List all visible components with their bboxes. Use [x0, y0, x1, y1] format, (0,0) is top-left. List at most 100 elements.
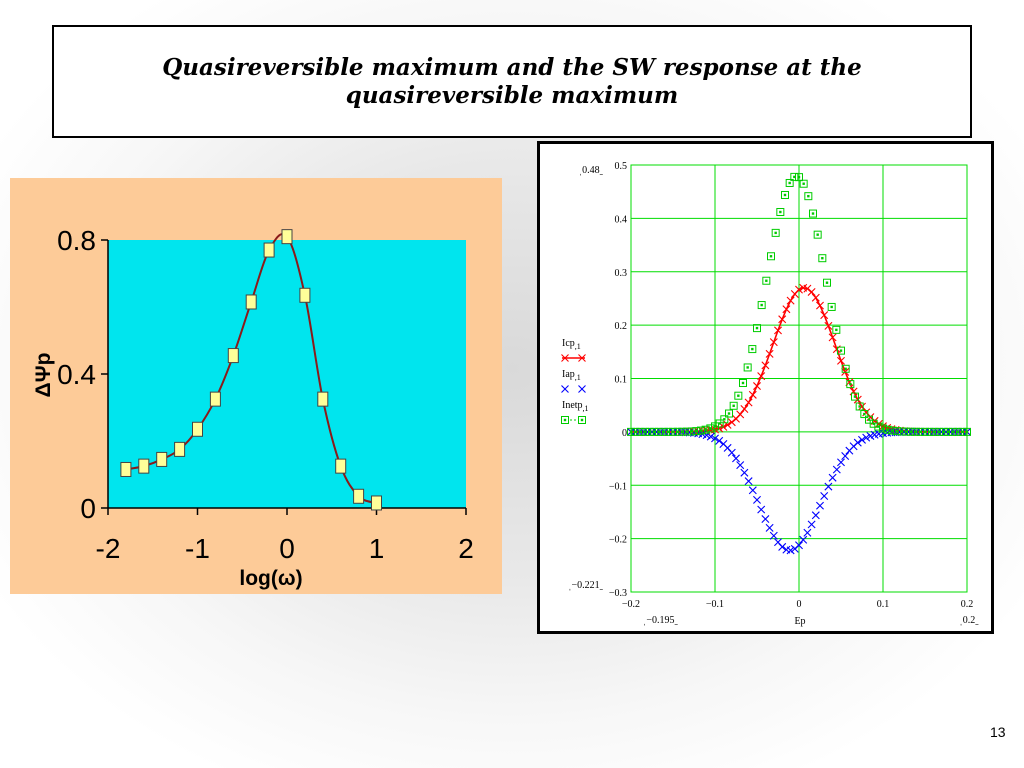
square-marker-inner: [634, 430, 637, 434]
square-marker-inner: [643, 430, 647, 434]
series-inetp1-point: [827, 302, 836, 311]
left-data-marker: [353, 488, 365, 504]
square-marker-outer: [837, 346, 845, 355]
left-data-marker: [317, 391, 329, 407]
x-marker-stroke: [874, 419, 883, 428]
square-marker-inner: [727, 412, 731, 415]
series-inetp1-point: [715, 419, 724, 428]
x-marker-stroke: [811, 293, 820, 302]
slide-title-line-1: Quasireversible maximum and the SW respo…: [162, 53, 862, 81]
series-icp1-point: [811, 293, 820, 302]
series-iap1-point: [736, 461, 745, 470]
series-icp1-point: [744, 398, 753, 407]
series-icp1-point: [803, 284, 812, 293]
square-marker-inner: [947, 430, 950, 434]
series-iap1-point: [841, 452, 850, 461]
left-x-tick-label: -2: [96, 533, 121, 564]
series-iap1-point: [820, 492, 829, 500]
x-marker-stroke: [761, 361, 770, 370]
series-iap1-point: [744, 477, 753, 486]
square-marker-inner: [849, 382, 852, 386]
square-marker-inner: [951, 430, 955, 434]
x-marker-stroke: [744, 477, 753, 486]
square-marker-outer: [776, 208, 785, 217]
right-chart: −0.2 −0.1 0 0.1 0.20.50.40.30.20.10−0.1−0.2−…: [561, 161, 979, 627]
series-iap1-point: [811, 511, 820, 520]
left-y-tick-label: 0.8: [57, 225, 96, 256]
series-inetp1-point: [879, 424, 887, 433]
x-marker-stroke: [807, 520, 816, 529]
square-marker-outer: [701, 425, 710, 434]
square-marker-outer: [818, 254, 827, 263]
x-marker-stroke: [732, 454, 740, 463]
square-marker-outer: [795, 173, 803, 182]
series-iap1-point: [816, 501, 824, 510]
series-icp1-point: [748, 390, 757, 399]
series-iap1-point: [837, 458, 845, 467]
series-inetp1-point: [748, 345, 757, 354]
series-icp1-point: [824, 321, 833, 330]
left-x-tick-label: 0: [279, 533, 295, 564]
square-marker-inner: [877, 425, 880, 428]
series-iap1-point: [761, 515, 770, 524]
legend-iap1-subscript: ,1: [575, 373, 581, 382]
series-inetp1-point: [865, 415, 873, 424]
square-marker-inner: [737, 394, 740, 397]
series-icp1-point: [769, 338, 778, 347]
square-marker-inner: [732, 404, 735, 407]
series-inetp1-point: [711, 422, 719, 431]
square-marker-inner: [695, 429, 698, 433]
square-marker-outer: [874, 422, 883, 431]
square-marker-inner: [713, 425, 717, 428]
left-data-marker: [281, 229, 293, 245]
left-y-axis-label: ΔΨp: [32, 353, 55, 398]
series-inetp1-point: [874, 422, 883, 431]
square-marker-inner: [811, 212, 815, 215]
series-inetp1-point: [860, 410, 869, 419]
series-icp1-point: [820, 311, 829, 320]
legend-inetp1-swatch-marker-inner: [580, 418, 584, 422]
x-marker-stroke: [723, 443, 732, 452]
square-marker-inner: [797, 175, 801, 179]
x-marker-stroke: [811, 511, 820, 520]
right-y-tick-label: 0.4: [615, 214, 628, 225]
square-marker-inner: [769, 255, 773, 258]
square-marker-outer: [739, 378, 747, 387]
left-data-marker: [299, 287, 311, 303]
square-marker-outer: [781, 190, 789, 199]
square-marker-outer: [771, 228, 780, 237]
series-inetp1-point: [855, 402, 864, 411]
series-inetp1-point: [813, 230, 822, 239]
left-chart-panel: -2 -1 0 1 2 0 0.4 0.8 log(ω) ΔΨp: [10, 178, 502, 594]
series-inetp1-point: [851, 392, 859, 401]
left-data-marker: [156, 451, 168, 467]
square-marker-inner: [891, 429, 894, 432]
x-marker-stroke: [862, 433, 871, 442]
series-iap1-point: [706, 432, 715, 441]
square-marker-inner: [863, 412, 866, 416]
series-icp1-point: [774, 326, 782, 335]
series-icp1-point: [782, 305, 791, 314]
legend-inetp1-subscript: ,1: [583, 404, 589, 413]
square-marker-inner: [858, 405, 861, 408]
right-x-tick-label: −0.2: [622, 599, 640, 610]
series-inetp1-point: [804, 192, 813, 201]
legend-iap1-label: Iap,1: [562, 369, 581, 382]
right-chart-panel: −0.2 −0.1 0 0.1 0.2 0.5 0.4 0.3 0.2 0.1 0 −0.1 −0.2−…: [537, 141, 994, 634]
square-marker-inner: [629, 430, 633, 434]
x-marker-stroke: [807, 287, 816, 296]
series-icp1-point: [858, 402, 866, 411]
series-inetp1-point: [762, 276, 771, 285]
right-y-tick-label: 0.2: [615, 321, 628, 332]
square-marker-outer: [865, 415, 873, 424]
series-inetp1-point: [706, 424, 715, 433]
series-inetp1-point: [734, 391, 743, 400]
x-marker-stroke: [744, 398, 753, 407]
x-marker-stroke: [740, 405, 749, 414]
square-marker-outer: [827, 302, 836, 311]
square-marker-inner: [961, 430, 964, 434]
series-iap1-point: [799, 535, 808, 544]
x-marker-stroke: [853, 395, 862, 404]
series-icp1-point: [761, 361, 770, 370]
square-marker-inner: [933, 430, 936, 434]
